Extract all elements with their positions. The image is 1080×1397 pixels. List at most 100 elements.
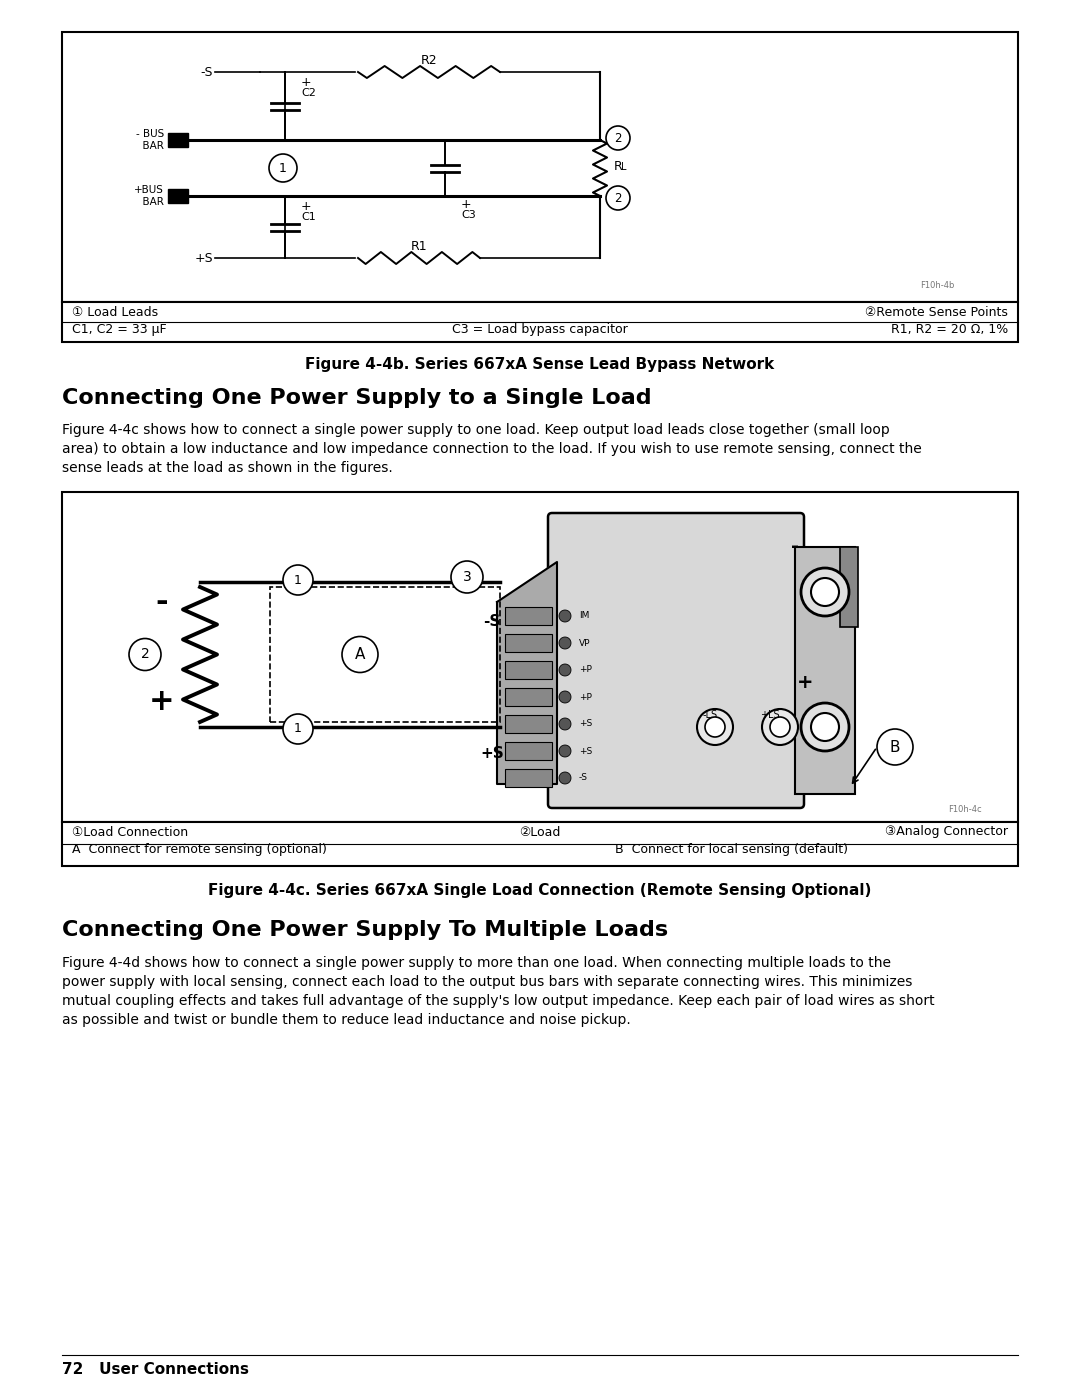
Text: L: L [621,162,626,172]
Circle shape [283,714,313,745]
Text: Figure 4-4d shows how to connect a single power supply to more than one load. Wh: Figure 4-4d shows how to connect a singl… [62,956,891,970]
Text: C2: C2 [301,88,315,98]
Text: Figure 4-4c shows how to connect a single power supply to one load. Keep output : Figure 4-4c shows how to connect a singl… [62,423,890,437]
Text: mutual coupling effects and takes full advantage of the supply's low output impe: mutual coupling effects and takes full a… [62,995,934,1009]
Circle shape [451,562,483,592]
Text: - BUS: - BUS [136,129,164,138]
Text: -LS: -LS [702,710,717,719]
Bar [62,492,1018,821]
Text: +: + [461,197,472,211]
Text: +BUS: +BUS [134,184,164,196]
Circle shape [559,610,571,622]
Circle shape [606,126,630,149]
Text: 2: 2 [615,191,622,204]
Text: R2: R2 [421,53,437,67]
Text: as possible and twist or bundle them to reduce lead inductance and noise pickup.: as possible and twist or bundle them to … [62,1013,631,1027]
Text: B  Connect for local sensing (default): B Connect for local sensing (default) [615,844,848,856]
Text: 1: 1 [294,574,302,587]
Text: +: + [797,672,813,692]
Circle shape [129,638,161,671]
Circle shape [811,712,839,740]
Text: R1: R1 [410,239,428,253]
Text: +LS: +LS [760,710,780,719]
Circle shape [559,718,571,731]
Circle shape [269,154,297,182]
Text: A: A [355,647,365,662]
Text: 2: 2 [140,647,149,662]
Text: -S: -S [579,774,588,782]
Bar [795,548,855,793]
FancyBboxPatch shape [548,513,804,807]
Text: F10h-4b: F10h-4b [920,282,955,291]
Text: +S: +S [194,251,213,264]
Text: -: - [791,538,799,556]
Text: BAR: BAR [136,197,164,207]
Text: 2: 2 [615,131,622,144]
Text: +P: +P [579,665,592,675]
Text: Connecting One Power Supply To Multiple Loads: Connecting One Power Supply To Multiple … [62,921,669,940]
Text: F10h-4c: F10h-4c [948,806,982,814]
Circle shape [697,710,733,745]
Text: -S: -S [484,615,501,630]
Text: 1: 1 [279,162,287,175]
Bar [840,548,858,627]
Circle shape [559,745,571,757]
Text: +S: +S [579,719,592,728]
Circle shape [762,710,798,745]
Circle shape [877,729,913,766]
Circle shape [559,773,571,784]
Polygon shape [497,562,557,784]
Text: -S: -S [201,66,213,78]
Bar [505,661,552,679]
Text: +P: +P [579,693,592,701]
Text: R: R [615,159,623,172]
Text: ① Load Leads: ① Load Leads [72,306,158,319]
Bar [168,189,188,203]
Bar [505,608,552,624]
Text: Connecting One Power Supply to a Single Load: Connecting One Power Supply to a Single … [62,388,651,408]
Text: B: B [890,739,901,754]
Bar [505,634,552,652]
Circle shape [770,717,789,738]
Text: area) to obtain a low inductance and low impedance connection to the load. If yo: area) to obtain a low inductance and low… [62,441,921,455]
Text: +: + [149,687,175,717]
Circle shape [342,637,378,672]
Text: ①Load Connection: ①Load Connection [72,826,188,838]
Bar [62,821,1018,866]
Text: 72   User Connections: 72 User Connections [62,1362,249,1377]
Text: IM: IM [579,612,590,620]
Text: 1: 1 [294,722,302,735]
Text: C3 = Load bypass capacitor: C3 = Load bypass capacitor [453,324,627,337]
Circle shape [559,692,571,703]
Circle shape [801,569,849,616]
Bar [505,768,552,787]
Text: BAR: BAR [136,141,164,151]
Circle shape [283,564,313,595]
Circle shape [705,717,725,738]
Text: C1, C2 = 33 μF: C1, C2 = 33 μF [72,324,166,337]
Bar [270,587,500,722]
Text: +S: +S [579,746,592,756]
Text: sense leads at the load as shown in the figures.: sense leads at the load as shown in the … [62,461,393,475]
Text: +: + [301,75,312,88]
Text: Figure 4-4b. Series 667xA Sense Lead Bypass Network: Figure 4-4b. Series 667xA Sense Lead Byp… [306,356,774,372]
Text: power supply with local sensing, connect each load to the output bus bars with s: power supply with local sensing, connect… [62,975,913,989]
Circle shape [606,186,630,210]
Bar [505,742,552,760]
Bar [168,133,188,147]
Text: Figure 4-4c. Series 667xA Single Load Connection (Remote Sensing Optional): Figure 4-4c. Series 667xA Single Load Co… [208,883,872,897]
Text: 3: 3 [462,570,471,584]
Bar [62,32,1018,302]
Text: -: - [156,588,168,616]
Text: +S: +S [481,746,504,761]
Text: A  Connect for remote sensing (optional): A Connect for remote sensing (optional) [72,844,327,856]
Text: R1, R2 = 20 Ω, 1%: R1, R2 = 20 Ω, 1% [891,324,1008,337]
Text: VP: VP [579,638,591,647]
Circle shape [811,578,839,606]
Circle shape [559,664,571,676]
Circle shape [801,703,849,752]
Bar [62,302,1018,342]
Text: C1: C1 [301,212,315,222]
Text: C3: C3 [461,210,476,219]
Text: ②Load: ②Load [519,826,561,838]
